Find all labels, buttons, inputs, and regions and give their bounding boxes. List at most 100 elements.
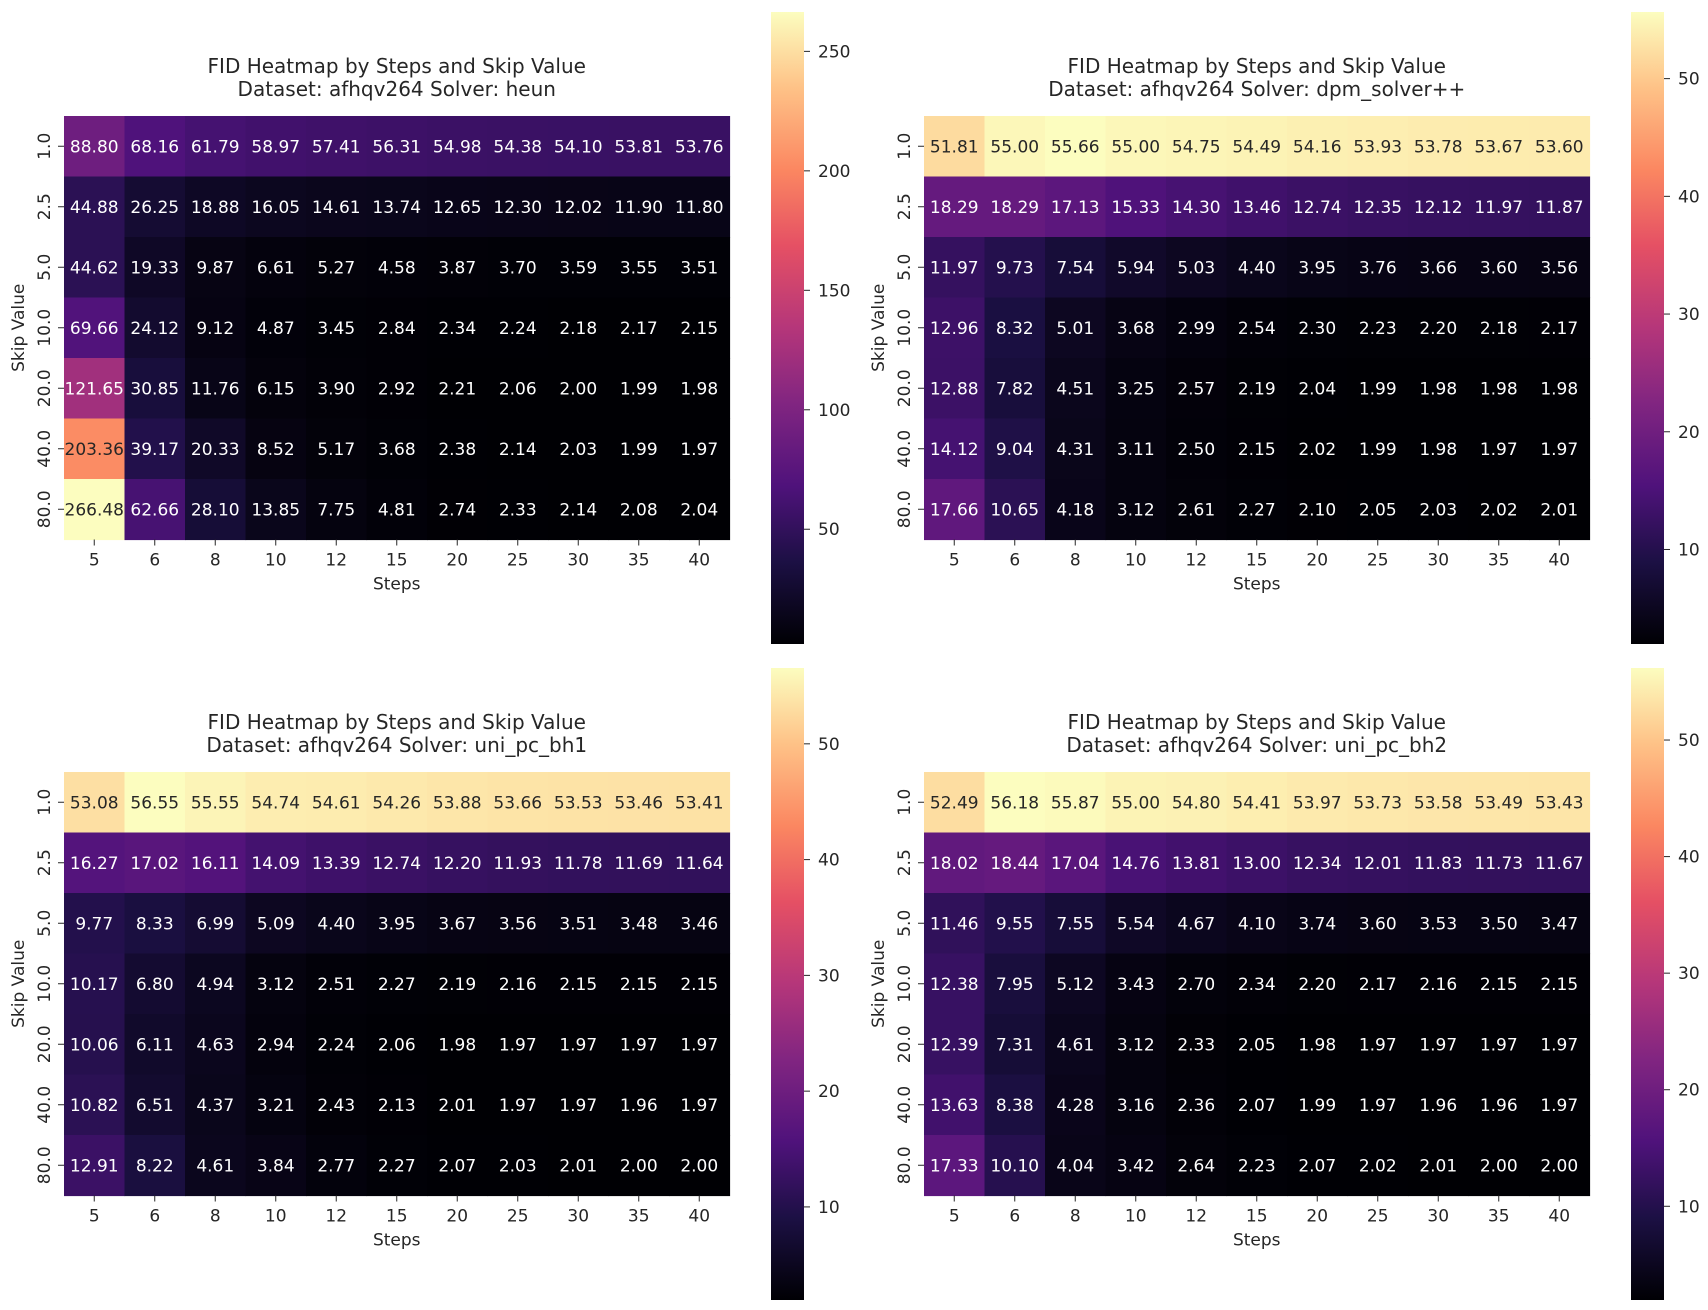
y-tick-label: 2.5: [895, 193, 915, 220]
cell-label: 3.60: [1480, 258, 1518, 278]
cell-label: 53.58: [1414, 793, 1463, 813]
cell-label: 12.88: [930, 379, 979, 399]
x-axis-label: Steps: [1233, 575, 1281, 595]
x-tick-label: 5: [949, 551, 960, 571]
x-tick-label: 6: [149, 1207, 160, 1227]
heatmap-cell: [487, 1074, 549, 1136]
cell-label: 16.27: [70, 854, 119, 874]
heatmap-cell: [487, 953, 549, 1015]
heatmap-cell: [924, 297, 986, 359]
cell-label: 1.97: [1419, 1035, 1457, 1055]
colorbar: [1631, 668, 1664, 1300]
cell-label: 4.51: [1056, 379, 1094, 399]
cell-label: 2.13: [378, 1096, 416, 1116]
heatmap-cell: [984, 418, 1046, 480]
heatmap-cell: [306, 297, 368, 359]
cell-label: 2.36: [1177, 1096, 1215, 1116]
cell-label: 53.93: [1353, 137, 1402, 157]
x-tick-label: 5: [89, 551, 100, 571]
heatmap-cell: [548, 418, 610, 480]
cell-label: 4.31: [1056, 440, 1094, 460]
colorbar-tick-label: 20: [1678, 1081, 1700, 1101]
y-axis-label: Skip Value: [9, 284, 29, 372]
colorbar-tick-label: 50: [818, 520, 840, 540]
y-axis-label: Skip Value: [869, 940, 889, 1028]
heatmap-cell: [1105, 772, 1167, 834]
cell-label: 2.04: [1298, 379, 1336, 399]
heatmap-cell: [1226, 1135, 1288, 1197]
heatmap-cell: [1408, 297, 1470, 359]
chart-title: FID Heatmap by Steps and Skip Value: [1068, 54, 1446, 78]
heatmap-cell: [984, 832, 1046, 894]
colorbar-tick-label: 30: [1678, 305, 1700, 325]
y-tick-label: 20.0: [895, 369, 915, 407]
cell-label: 11.69: [614, 854, 663, 874]
y-tick-label: 80.0: [895, 1146, 915, 1184]
y-tick-label: 10.0: [895, 965, 915, 1003]
heatmap-cell: [1166, 358, 1228, 420]
x-tick-label: 25: [507, 551, 529, 571]
cell-label: 3.84: [257, 1156, 295, 1176]
cell-label: 1.97: [1359, 1035, 1397, 1055]
cell-label: 5.09: [257, 914, 295, 934]
heatmap-cell: [427, 116, 489, 178]
cell-label: 1.97: [499, 1096, 537, 1116]
cell-label: 13.85: [251, 500, 300, 520]
heatmap-cell: [669, 1135, 731, 1197]
heatmap-cell: [608, 297, 670, 359]
cell-label: 55.00: [1111, 793, 1160, 813]
heatmap-cell: [1408, 237, 1470, 299]
cell-label: 2.19: [1238, 379, 1276, 399]
heatmap-cell: [1166, 832, 1228, 894]
cell-label: 53.76: [675, 137, 724, 157]
cell-label: 2.01: [559, 1156, 597, 1176]
heatmap-cell: [366, 418, 428, 480]
heatmap-cell: [1105, 1135, 1167, 1197]
cell-label: 55.00: [990, 137, 1039, 157]
cell-label: 10.06: [70, 1035, 119, 1055]
heatmap-cell: [1166, 772, 1228, 834]
cell-label: 2.02: [1359, 1156, 1397, 1176]
heatmap-cell: [1287, 176, 1349, 238]
cell-label: 53.46: [614, 793, 663, 813]
heatmap-cell: [427, 832, 489, 894]
heatmap-cell: [1287, 358, 1349, 420]
heatmap-cell: [185, 116, 247, 178]
heatmap-cell: [245, 893, 307, 955]
heatmap-cell: [427, 297, 489, 359]
heatmap-cell: [984, 237, 1046, 299]
heatmap-cell: [1226, 116, 1288, 178]
cell-label: 2.77: [317, 1156, 355, 1176]
heatmap-cell: [984, 116, 1046, 178]
cell-label: 12.91: [70, 1156, 119, 1176]
x-tick-label: 40: [1548, 551, 1570, 571]
heatmap-cell: [984, 176, 1046, 238]
heatmap-cell: [1468, 358, 1530, 420]
heatmap-cell: [548, 297, 610, 359]
heatmap-cell: [669, 479, 731, 541]
heatmap-cell: [185, 1014, 247, 1076]
colorbar-tick-label: 10: [1678, 1197, 1700, 1217]
chart-title: FID Heatmap by Steps and Skip Value: [208, 54, 586, 78]
heatmap-cell: [1408, 953, 1470, 1015]
x-tick-label: 8: [1070, 551, 1081, 571]
cell-label: 3.21: [257, 1096, 295, 1116]
heatmap-cell: [984, 772, 1046, 834]
x-tick-label: 35: [628, 551, 650, 571]
heatmap-cell: [1105, 358, 1167, 420]
cell-label: 1.97: [680, 1035, 718, 1055]
heatmap-cell: [124, 772, 186, 834]
heatmap-cell: [427, 418, 489, 480]
cell-label: 2.07: [1238, 1096, 1276, 1116]
heatmap-cell: [608, 1135, 670, 1197]
cell-label: 54.16: [1293, 137, 1342, 157]
y-tick-label: 1.0: [895, 133, 915, 160]
cell-label: 2.15: [1480, 975, 1518, 995]
y-tick-label: 80.0: [895, 490, 915, 528]
cell-label: 5.17: [317, 440, 355, 460]
cell-label: 12.65: [433, 198, 482, 218]
heatmap-cell: [608, 176, 670, 238]
heatmap-cell: [924, 832, 986, 894]
heatmap-cell: [487, 297, 549, 359]
cell-label: 68.16: [130, 137, 179, 157]
